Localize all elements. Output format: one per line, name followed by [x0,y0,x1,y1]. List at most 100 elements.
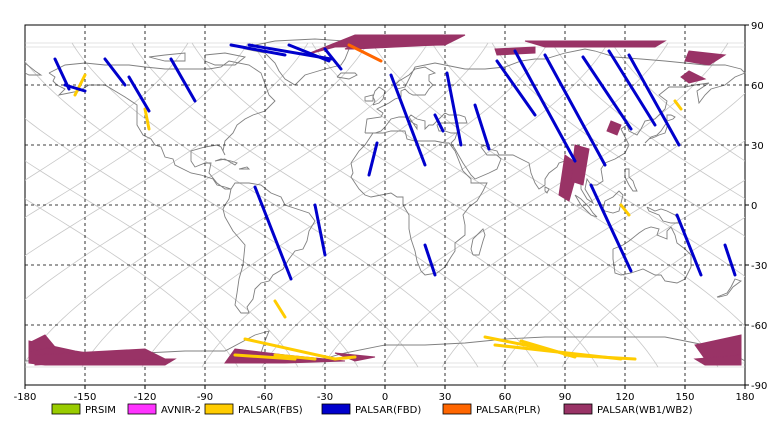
palsar-fbd-strip [513,49,577,163]
legend-item: PRSIM [51,403,116,416]
legend-label: PRSIM [85,405,116,416]
lat-tick-label: -30 [751,261,767,272]
orbit-track [371,42,745,327]
palsar-fbd-strip [723,243,737,277]
lat-tick-label: -90 [751,381,767,392]
palsar-fbs-strip [73,73,87,97]
coastline [238,166,251,170]
legend-label: PALSAR(WB1/WB2) [597,405,693,416]
palsar-fbd-strip [473,103,491,151]
legend-swatch [127,403,157,415]
palsar-wb-strip [693,354,742,366]
palsar-fbd-strip [433,113,445,133]
lon-tick-label: -30 [317,392,333,403]
palsar-fbd-strip [627,53,681,147]
lon-tick-label: -90 [197,392,213,403]
legend-item: PALSAR(FBD) [321,403,421,416]
coastline [364,94,374,102]
palsar-wb-strip [524,40,667,48]
palsar-fbd-strip [543,53,607,167]
legend-item: AVNIR-2 [127,403,201,416]
coastline [336,72,358,80]
palsar-fbd-strip [423,243,437,277]
coastline [624,168,638,192]
legend-label: PALSAR(PLR) [476,405,541,416]
coastline [716,278,742,298]
legend-item: PALSAR(WB1/WB2) [563,403,693,416]
legend-swatch [51,403,81,415]
coastline [574,194,598,218]
palsar-fbs-strip [233,353,297,361]
lon-tick-label: 60 [499,392,512,403]
observation-strips [28,34,742,366]
lon-tick-label: -60 [257,392,273,403]
legend-item: PALSAR(PLR) [442,403,541,416]
lon-tick-label: -120 [134,392,157,403]
palsar-fbd-strip [607,49,657,127]
palsar-fbs-strip [333,355,357,361]
palsar-fbd-strip [63,83,87,93]
palsar-fbd-strip [581,55,633,131]
palsar-wb-strip [344,38,447,50]
coastline [214,158,238,166]
legend-label: AVNIR-2 [161,405,201,416]
palsar-wb-strip [570,144,590,186]
orbit-track [611,42,745,162]
legend-label: PALSAR(FBD) [355,405,421,416]
legend-swatch [204,403,234,415]
lon-tick-label: -150 [74,392,97,403]
lat-tick-label: 60 [751,81,764,92]
legend-swatch [563,403,593,415]
lon-tick-label: 180 [735,392,754,403]
coastline [48,60,316,314]
palsar-fbd-strip [313,203,327,257]
palsar-fbs-strip [673,99,683,111]
palsar-fbd-strip [253,185,293,281]
orbit-track [561,216,745,368]
coastline [350,130,488,276]
legend: PRSIM AVNIR-2 PALSAR(FBS) PALSAR(FBD) PALSAR… [51,403,693,416]
legend-swatch [321,403,351,415]
palsar-fbs-strip [273,353,317,361]
palsar-fbs-strip [143,107,151,131]
lon-tick-label: 90 [559,392,572,403]
orbit-track [191,42,599,368]
palsar-wb-strip [606,120,622,136]
palsar-fbd-strip [229,43,287,57]
coastline [148,52,186,62]
lon-tick-label: 30 [439,392,452,403]
graticule [25,25,745,385]
orbit-track [25,60,419,368]
orbit-track [311,42,719,368]
lat-tick-label: 90 [751,21,764,32]
palsar-fbd-strip [287,43,331,63]
palsar-fbs-strip [273,299,287,319]
latitude-tick-labels: 90 60 30 0 -30 -60 -90 [745,21,767,392]
coastline [364,48,746,205]
palsar-fbd-strip [103,57,127,87]
palsar-wb-strip [28,334,56,352]
legend-item: PALSAR(FBS) [204,403,303,416]
lat-tick-label: -60 [751,321,767,332]
longitude-tick-labels: -180 -150 -120 -90 -60 -30 0 30 60 90 120 150 180 [14,385,755,403]
coastlines [24,38,746,362]
orbit-track [551,42,745,200]
palsar-fbd-strip [169,57,197,103]
coastline [24,62,43,76]
lon-tick-label: 0 [382,392,388,403]
orbit-track [431,42,745,277]
lon-tick-label: 150 [675,392,694,403]
coastline [666,114,676,122]
palsar-wb-strip [34,348,167,366]
palsar-wb-strip [684,50,727,66]
lon-tick-label: 120 [615,392,634,403]
coastline [372,86,386,106]
lat-tick-label: 0 [751,201,757,212]
coastline [470,228,486,256]
coastline [602,190,624,214]
orbit-track [71,42,479,368]
palsar-fbs-strip [563,353,637,361]
palsar-fbd-strip [495,59,537,117]
coastline [24,330,746,362]
